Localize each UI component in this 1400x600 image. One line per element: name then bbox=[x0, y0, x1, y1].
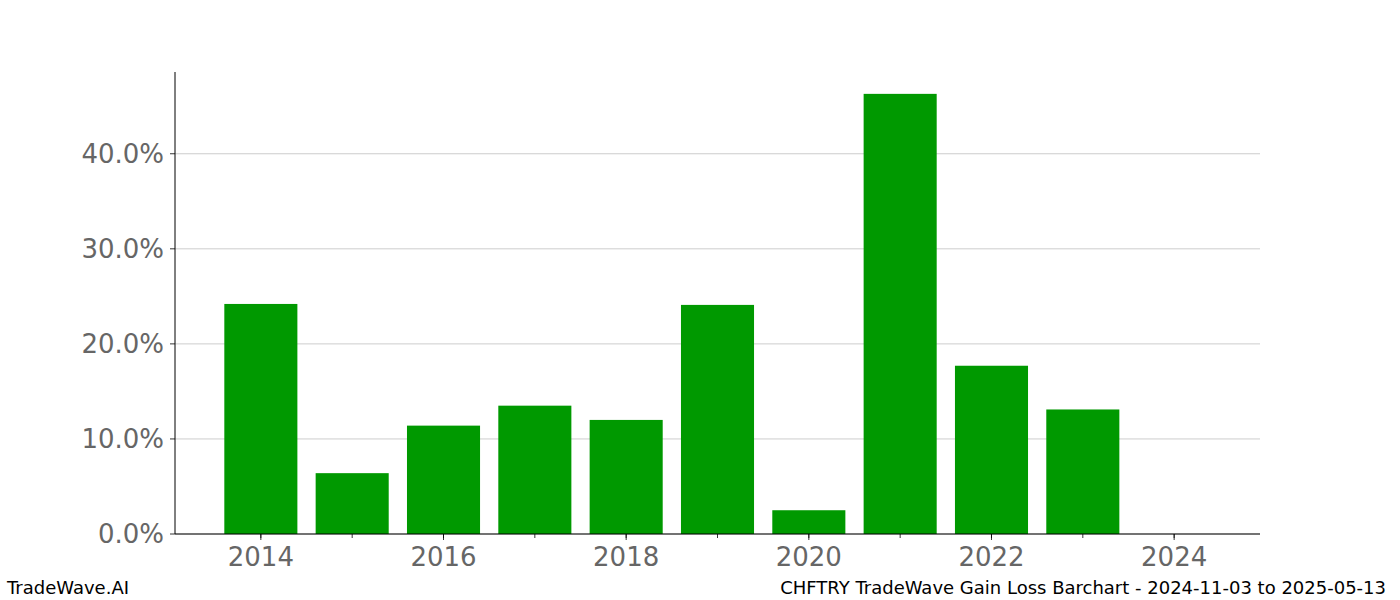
y-tick-label: 40.0% bbox=[81, 139, 164, 169]
x-tick bbox=[808, 534, 809, 540]
x-tick bbox=[260, 534, 261, 540]
title: CHFTRY TradeWave Gain Loss Barchart - 20… bbox=[780, 577, 1386, 598]
x-tick-label: 2024 bbox=[1141, 542, 1207, 572]
bar bbox=[864, 94, 937, 534]
annotation: TradeWave.AI bbox=[6, 577, 129, 598]
bar bbox=[590, 420, 663, 534]
x-tick bbox=[1174, 534, 1175, 540]
x-tick bbox=[991, 534, 992, 540]
bar bbox=[498, 406, 571, 534]
x-minor-tick bbox=[900, 534, 901, 538]
bar bbox=[224, 304, 297, 534]
y-tick-label: 30.0% bbox=[81, 234, 164, 264]
bar bbox=[955, 366, 1028, 534]
bars bbox=[224, 94, 1119, 534]
x-axis bbox=[175, 534, 1260, 535]
bar bbox=[1046, 409, 1119, 534]
x-tick-label: 2020 bbox=[776, 542, 842, 572]
grid-line bbox=[175, 248, 1260, 249]
y-tick bbox=[170, 153, 175, 154]
grid-line bbox=[175, 534, 1260, 535]
y-axis bbox=[175, 72, 176, 534]
x-tick-label: 2018 bbox=[593, 542, 659, 572]
bar bbox=[407, 426, 480, 534]
x-minor-tick bbox=[534, 534, 535, 538]
chart: 0.0% 10.0% 20.0% 30.0% 40.0% 2014 2016 2018 2020… bbox=[0, 0, 1400, 600]
y-tick bbox=[170, 438, 175, 439]
y-tick-label: 10.0% bbox=[81, 424, 164, 454]
x-tick-label: 2022 bbox=[958, 542, 1024, 572]
bar bbox=[681, 305, 754, 534]
x-minor-tick bbox=[1082, 534, 1083, 538]
x-minor-tick bbox=[717, 534, 718, 538]
y-tick bbox=[170, 248, 175, 249]
y-tick-label: 0.0% bbox=[98, 519, 164, 549]
y-tick bbox=[170, 343, 175, 344]
x-tick-label: 2016 bbox=[410, 542, 476, 572]
x-minor-tick bbox=[352, 534, 353, 538]
bar bbox=[772, 510, 845, 534]
x-tick bbox=[443, 534, 444, 540]
grid-line bbox=[175, 153, 1260, 154]
y-tick-label: 20.0% bbox=[81, 329, 164, 359]
y-tick bbox=[170, 534, 175, 535]
bar bbox=[316, 473, 389, 534]
x-tick-label: 2014 bbox=[228, 542, 294, 572]
x-tick bbox=[626, 534, 627, 540]
